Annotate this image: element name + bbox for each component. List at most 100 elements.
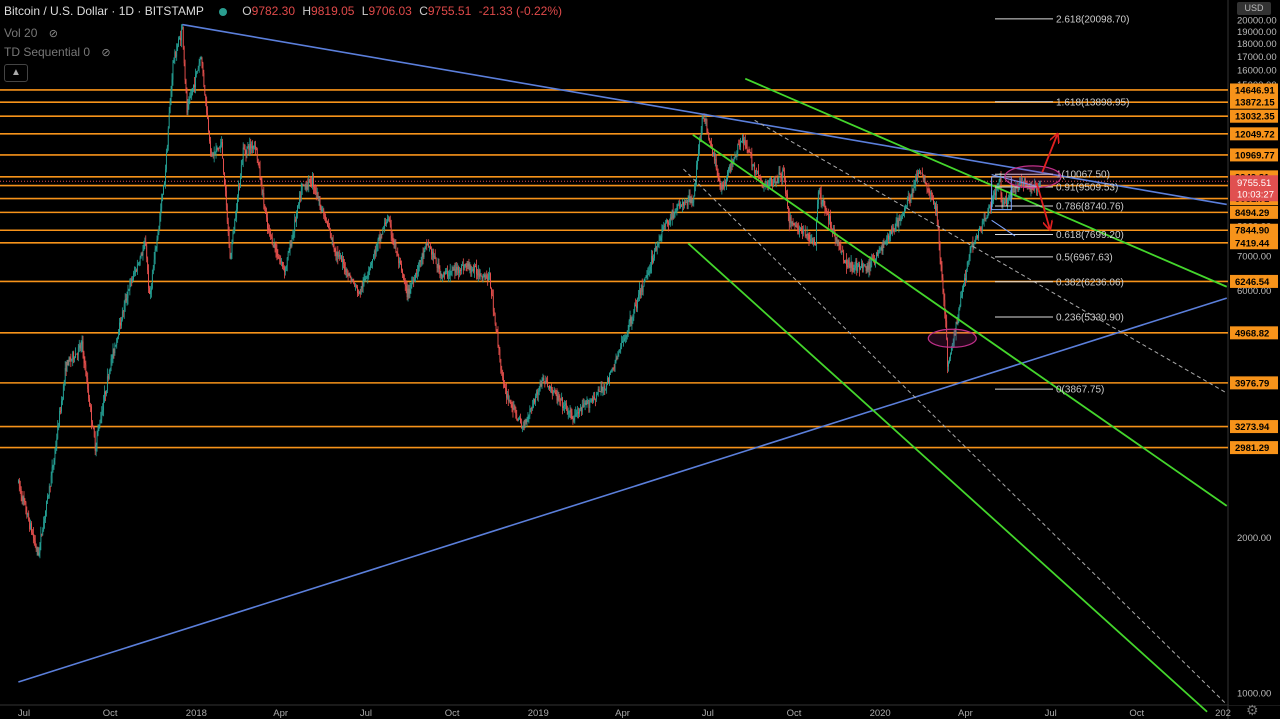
candle-body <box>32 533 34 539</box>
candle-body <box>905 205 907 207</box>
candle-body <box>396 251 398 253</box>
candle-body <box>891 230 892 234</box>
candle-body <box>945 314 947 322</box>
candle-body <box>165 152 167 170</box>
candle-body <box>625 336 627 339</box>
candle-body <box>698 139 700 150</box>
candle-body <box>272 244 274 247</box>
candle-body <box>159 215 161 227</box>
candle-body <box>280 259 282 262</box>
fib-level-label: 1(10067.50) <box>1056 170 1110 181</box>
candle-body <box>681 204 682 206</box>
chevron-up-icon[interactable]: ▲ <box>4 64 28 82</box>
indicator-td-sequential[interactable]: TD Sequential 0 ⊘ <box>4 45 111 59</box>
indicator-volume[interactable]: Vol 20 ⊘ <box>4 26 58 40</box>
candle-body <box>237 196 238 210</box>
candle-body <box>650 266 652 271</box>
candle-body <box>162 193 164 200</box>
candle-body <box>807 233 809 236</box>
candle-body <box>271 236 273 245</box>
candle-body <box>950 353 951 359</box>
candle-body <box>719 181 721 186</box>
candle-body <box>105 391 106 395</box>
eye-off-icon[interactable]: ⊘ <box>101 47 111 59</box>
open-value: 9782.30 <box>251 4 296 18</box>
candle-body <box>451 270 453 271</box>
candle-body <box>969 251 971 258</box>
candle-body <box>19 485 21 490</box>
candle-body <box>375 246 377 254</box>
candle-body <box>893 228 895 232</box>
candle-body <box>947 339 949 367</box>
candle-body <box>756 170 757 172</box>
candle-body <box>139 257 141 264</box>
candle-body <box>520 422 522 428</box>
candle-body <box>404 281 406 285</box>
level-badge <box>1230 441 1278 455</box>
candle-body <box>301 183 303 190</box>
candle-body <box>519 417 520 419</box>
candle-body <box>859 264 860 270</box>
candle-body <box>653 258 654 263</box>
candle-body <box>811 237 813 239</box>
candle-body <box>918 173 919 175</box>
candle-body <box>79 345 81 349</box>
candle-body <box>72 352 74 359</box>
candle-body <box>289 242 291 252</box>
candle-body <box>972 243 974 249</box>
candle-body <box>129 282 131 290</box>
candle-body <box>523 425 525 428</box>
candle-body <box>95 445 97 451</box>
candle-body <box>647 273 649 276</box>
candle-body <box>228 232 230 248</box>
x-tick-label: Oct <box>787 708 802 719</box>
candle-body <box>155 248 157 250</box>
x-tick-label: Jul <box>702 708 714 719</box>
gear-icon[interactable]: ⚙ <box>1246 702 1259 718</box>
market-status-icon <box>218 7 227 16</box>
symbol-title[interactable]: Bitcoin / U.S. Dollar · 1D · BITSTAMP <box>4 4 204 18</box>
candle-body <box>569 409 571 411</box>
currency-badge[interactable]: USD <box>1237 2 1271 15</box>
candle-body <box>149 287 150 294</box>
candle-body <box>241 160 243 165</box>
candle-body <box>344 269 346 272</box>
level-badge-label: 8494.29 <box>1235 208 1269 219</box>
candle-body <box>224 172 225 186</box>
candle-body <box>80 344 82 349</box>
candle-body <box>924 177 926 183</box>
candle-body <box>609 371 611 374</box>
candle-body <box>838 240 840 245</box>
candle-body <box>742 137 743 142</box>
candle-body <box>618 352 620 354</box>
candle-body <box>581 404 583 412</box>
candle-body <box>541 380 543 387</box>
candle-body <box>763 185 765 187</box>
candle-body <box>963 283 964 289</box>
candle-body <box>920 172 922 174</box>
level-badge <box>1230 420 1278 434</box>
candle-body <box>118 334 120 337</box>
candle-body <box>943 292 945 300</box>
candle-body <box>552 391 554 395</box>
eye-off-icon[interactable]: ⊘ <box>48 28 58 40</box>
candle-body <box>62 398 63 402</box>
candle-body <box>897 220 899 227</box>
candle-body <box>410 284 412 290</box>
pattern-line <box>991 174 1036 187</box>
candle-body <box>839 244 841 246</box>
candle-body <box>976 235 978 238</box>
candle-body <box>132 279 134 282</box>
candle-body <box>849 264 851 268</box>
candle-body <box>741 141 742 143</box>
candle-body <box>325 216 327 222</box>
candle-body <box>189 97 191 101</box>
candle-body <box>361 286 363 289</box>
candle-body <box>238 185 239 197</box>
candle-body <box>619 349 621 353</box>
candle-body <box>377 239 379 243</box>
candle-body <box>196 70 198 73</box>
candle-body <box>184 63 186 81</box>
candle-body <box>22 496 24 501</box>
